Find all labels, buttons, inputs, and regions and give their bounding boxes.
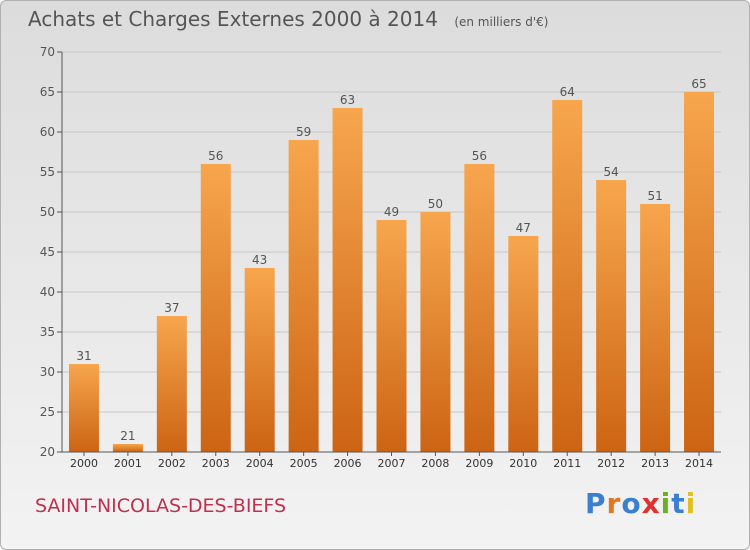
data-label: 64 (560, 85, 575, 99)
data-label: 43 (252, 253, 267, 267)
logo-letter: i (685, 487, 697, 520)
x-tick-label: 2009 (465, 457, 493, 470)
proxiti-logo[interactable]: Proxiti (585, 487, 696, 520)
data-label: 65 (691, 77, 706, 91)
commune-name: SAINT-NICOLAS-DES-BIEFS (35, 495, 287, 517)
data-label: 50 (428, 197, 443, 211)
axes (57, 51, 721, 456)
data-label: 54 (604, 165, 619, 179)
chart-title: Achats et Charges Externes 2000 à 2014 (… (28, 7, 548, 31)
y-tick-label: 45 (40, 245, 55, 259)
logo-letter: x (641, 487, 661, 520)
bar-2001 (112, 444, 143, 452)
logo-letter: o (621, 487, 642, 520)
logo-letter: t (671, 487, 686, 520)
x-tick-label: 2006 (334, 457, 362, 470)
data-label: 63 (340, 93, 355, 107)
bar-2006 (332, 108, 363, 452)
data-label: 37 (164, 301, 179, 315)
labels: 20 25 30 35 40 45 50 55 60 65 70 2000 31 2001 21 2002 37… (40, 45, 713, 470)
x-tick-label: 2003 (202, 457, 230, 470)
x-tick-label: 2010 (509, 457, 537, 470)
x-tick-label: 2000 (70, 457, 98, 470)
x-tick-label: 2013 (641, 457, 669, 470)
chart-subtitle: (en milliers d'€) (454, 15, 549, 29)
bar-2005 (288, 140, 319, 452)
x-tick-label: 2011 (553, 457, 581, 470)
logo-letter: P (585, 487, 607, 520)
y-tick-label: 70 (40, 45, 55, 59)
data-label: 47 (516, 221, 531, 235)
x-tick-label: 2008 (421, 457, 449, 470)
data-label: 56 (472, 149, 487, 163)
logo-letter: r (606, 487, 622, 520)
data-label: 56 (208, 149, 223, 163)
x-tick-label: 2007 (378, 457, 406, 470)
data-label: 59 (296, 125, 311, 139)
bars (68, 92, 715, 452)
chart-title-text: Achats et Charges Externes 2000 à 2014 (28, 7, 438, 31)
data-label: 51 (647, 189, 662, 203)
y-tick-label: 20 (40, 445, 55, 459)
x-tick-label: 2001 (114, 457, 142, 470)
y-tick-label: 50 (40, 205, 55, 219)
y-tick-label: 55 (40, 165, 55, 179)
x-tick-label: 2005 (290, 457, 318, 470)
bar-2009 (464, 164, 495, 452)
y-tick-label: 35 (40, 325, 55, 339)
bar-2010 (508, 236, 539, 452)
bar-2013 (640, 204, 671, 452)
bar-2000 (68, 364, 99, 452)
logo-letter: i (660, 487, 672, 520)
x-tick-label: 2012 (597, 457, 625, 470)
bar-2012 (596, 180, 627, 452)
y-tick-label: 25 (40, 405, 55, 419)
bar-2002 (156, 316, 187, 452)
y-tick-label: 40 (40, 285, 55, 299)
bar-2014 (684, 92, 715, 452)
bar-2011 (552, 100, 583, 452)
x-tick-label: 2014 (685, 457, 713, 470)
x-tick-label: 2002 (158, 457, 186, 470)
data-label: 49 (384, 205, 399, 219)
bar-2007 (376, 220, 407, 452)
y-tick-label: 60 (40, 125, 55, 139)
y-tick-label: 65 (40, 85, 55, 99)
data-label: 21 (120, 429, 135, 443)
bar-2008 (420, 212, 451, 452)
y-tick-label: 30 (40, 365, 55, 379)
bar-2003 (200, 164, 231, 452)
x-tick-label: 2004 (246, 457, 274, 470)
data-label: 31 (76, 349, 91, 363)
bar-2004 (244, 268, 275, 452)
